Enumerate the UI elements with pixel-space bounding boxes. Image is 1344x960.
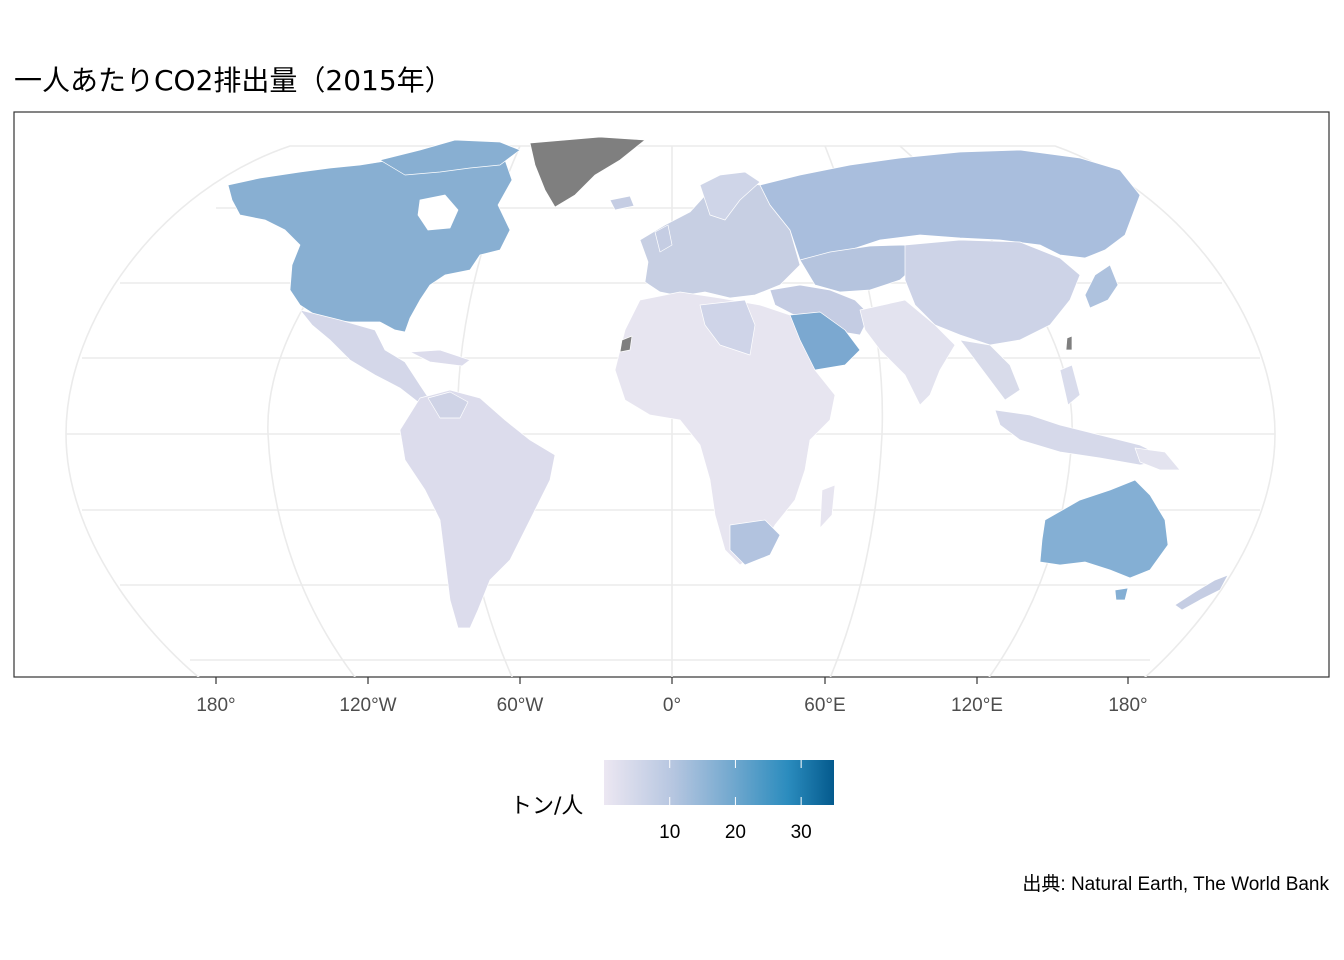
x-axis-label: 120°E [951,695,1003,716]
legend: トン/人 10 20 30 [510,760,834,843]
region-south-asia [859,299,956,406]
legend-title: トン/人 [510,794,583,819]
region-papua-new-guinea [1134,447,1181,471]
region-north-africa [699,299,756,356]
x-axis: 180° 120°W 60°W 0° 60°E 120°E 180° [196,677,1148,716]
region-southeast-asia [959,339,1021,401]
x-axis-label: 60°W [497,695,544,716]
x-axis-label: 120°W [339,695,396,716]
caption: 出典: Natural Earth, The World Bank [1022,873,1329,895]
x-axis-label: 60°E [804,695,845,716]
region-new-zealand [1174,574,1229,611]
region-greenland [529,136,646,208]
country-polygons [227,136,1229,629]
region-uk [654,224,673,253]
region-africa [614,291,836,566]
region-philippines [1059,364,1081,406]
region-arctic-islands [379,139,521,176]
legend-tick-label: 30 [791,822,812,843]
region-taiwan [1065,335,1073,351]
hudson-bay [417,194,459,231]
legend-ticks: 10 20 30 [659,760,812,843]
legend-tick-label: 20 [725,822,746,843]
legend-tick-label: 10 [659,822,680,843]
region-south-africa [729,519,781,566]
region-japan [1084,264,1119,309]
x-axis-label: 180° [196,695,235,716]
region-scandinavia [699,171,761,221]
region-china [904,239,1081,346]
chart-title: 一人あたりCO2排出量（2015年） [14,64,453,97]
region-australia [1039,479,1169,579]
region-south-america [399,389,556,629]
region-iceland [609,195,635,211]
region-venezuela [427,391,469,419]
region-tasmania [1114,587,1129,601]
x-axis-label: 0° [663,695,681,716]
region-madagascar [819,484,836,529]
globe-outline [65,145,1276,677]
region-caribbean [409,349,471,367]
x-axis-label: 180° [1108,695,1147,716]
legend-colorbar [604,760,834,805]
region-western-sahara [619,335,633,353]
